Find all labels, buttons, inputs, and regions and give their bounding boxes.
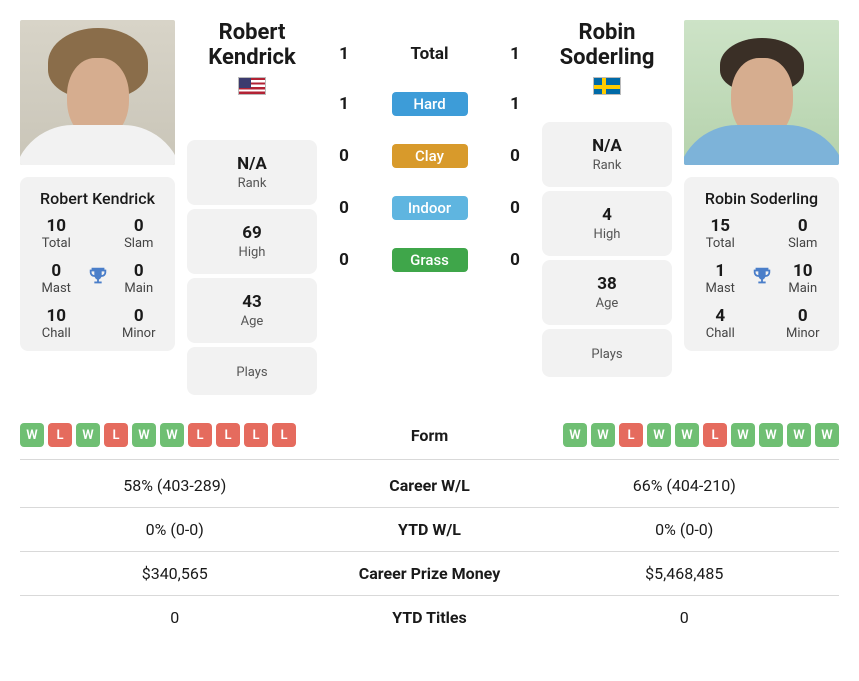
player-right-photo [684,20,839,165]
titles-slam: 0Slam [777,216,830,251]
player-right-high: 4High [542,191,672,256]
career-prize-label: Career Prize Money [330,564,530,583]
player-left-details-column: Robert Kendrick N/ARank 69High 43Age Pla… [187,20,317,399]
player-right-name: Robin Soderling [542,20,672,71]
form-chip-w: W [731,423,755,447]
h2h-total-left: 1 [329,44,359,64]
form-chip-l: L [104,423,128,447]
form-chip-w: W [759,423,783,447]
player-right-rank: N/ARank [542,122,672,187]
form-chip-l: L [272,423,296,447]
titles-chall: 4Chall [694,306,747,341]
titles-main: 10Main [777,261,830,296]
h2h-total-right: 1 [500,44,530,64]
player-right-plays: Plays [542,329,672,377]
row-career-wl: 58% (403-289) Career W/L 66% (404-210) [20,464,839,508]
ytd-wl-label: YTD W/L [330,520,530,539]
player-right-age: 38Age [542,260,672,325]
form-chip-l: L [703,423,727,447]
form-chip-w: W [815,423,839,447]
player-right-name-block: Robin Soderling [542,20,672,122]
surface-chip-grass[interactable]: Grass [392,248,468,272]
form-chip-w: W [647,423,671,447]
form-chip-l: L [48,423,72,447]
career-prize-right: $5,468,485 [530,564,840,583]
comparison-table: 58% (403-289) Career W/L 66% (404-210) 0… [20,464,839,639]
ytd-titles-right: 0 [530,608,840,627]
row-career-prize: $340,565 Career Prize Money $5,468,485 [20,552,839,596]
form-chip-l: L [216,423,240,447]
h2h-total-label: Total [359,44,500,64]
player-left-name-block: Robert Kendrick [187,20,317,140]
ytd-wl-right: 0% (0-0) [530,520,840,539]
form-chip-w: W [591,423,615,447]
titles-minor: 0Minor [777,306,830,341]
trophy-icon [87,265,109,293]
form-chip-w: W [76,423,100,447]
titles-total: 15Total [694,216,747,251]
flag-se-icon [593,77,621,95]
player-left-age: 43Age [187,278,317,343]
player-left-titles-name: Robert Kendrick [30,189,165,208]
player-right-form: WWLWWLWWWW [490,423,840,447]
player-right-titles-card: Robin Soderling 15Total 0Slam 1Mast 10Ma… [684,177,839,351]
form-chip-w: W [132,423,156,447]
player-left-form: WLWLWWLLLL [20,423,370,447]
player-left-titles-card: Robert Kendrick 10Total 0Slam 0Mast 0Mai… [20,177,175,351]
player-left-plays: Plays [187,347,317,395]
career-wl-left: 58% (403-289) [20,476,330,495]
form-chip-w: W [20,423,44,447]
player-right-details-column: Robin Soderling N/ARank 4High 38Age Play… [542,20,672,399]
player-right-column: Robin Soderling 15Total 0Slam 1Mast 10Ma… [684,20,839,399]
h2h-indoor-row: 0 Indoor 0 [329,196,530,220]
form-chip-w: W [160,423,184,447]
titles-minor: 0Minor [113,306,166,341]
row-ytd-titles: 0 YTD Titles 0 [20,596,839,639]
form-label: Form [370,426,490,445]
h2h-grass-row: 0 Grass 0 [329,248,530,272]
form-chip-l: L [619,423,643,447]
h2h-clay-row: 0 Clay 0 [329,144,530,168]
career-prize-left: $340,565 [20,564,330,583]
h2h-total-row: 1 Total 1 [329,44,530,64]
player-left-column: Robert Kendrick 10Total 0Slam 0Mast 0Mai… [20,20,175,399]
surface-chip-indoor[interactable]: Indoor [392,196,468,220]
titles-slam: 0Slam [113,216,166,251]
player-right-titles-name: Robin Soderling [694,189,829,208]
ytd-titles-label: YTD Titles [330,608,530,627]
player-left-photo [20,20,175,165]
titles-mast: 1Mast [694,261,747,296]
player-left-name: Robert Kendrick [187,20,317,71]
titles-mast: 0Mast [30,261,83,296]
career-wl-right: 66% (404-210) [530,476,840,495]
h2h-hard-row: 1 Hard 1 [329,92,530,116]
titles-main: 0Main [113,261,166,296]
form-row: WLWLWWLLLL Form WWLWWLWWWW [20,415,839,460]
flag-us-icon [238,77,266,95]
surface-chip-clay[interactable]: Clay [392,144,468,168]
form-chip-l: L [188,423,212,447]
form-chip-w: W [563,423,587,447]
head-to-head-header: Robert Kendrick 10Total 0Slam 0Mast 0Mai… [20,20,839,399]
career-wl-label: Career W/L [330,476,530,495]
form-chip-w: W [787,423,811,447]
ytd-titles-left: 0 [20,608,330,627]
h2h-center: 1 Total 1 1 Hard 1 0 Clay 0 0 Indoor 0 0 [329,20,530,399]
titles-total: 10Total [30,216,83,251]
trophy-icon [751,265,773,293]
form-chip-l: L [244,423,268,447]
titles-chall: 10Chall [30,306,83,341]
row-ytd-wl: 0% (0-0) YTD W/L 0% (0-0) [20,508,839,552]
form-chip-w: W [675,423,699,447]
player-left-rank: N/ARank [187,140,317,205]
surface-chip-hard[interactable]: Hard [392,92,468,116]
ytd-wl-left: 0% (0-0) [20,520,330,539]
player-left-high: 69High [187,209,317,274]
